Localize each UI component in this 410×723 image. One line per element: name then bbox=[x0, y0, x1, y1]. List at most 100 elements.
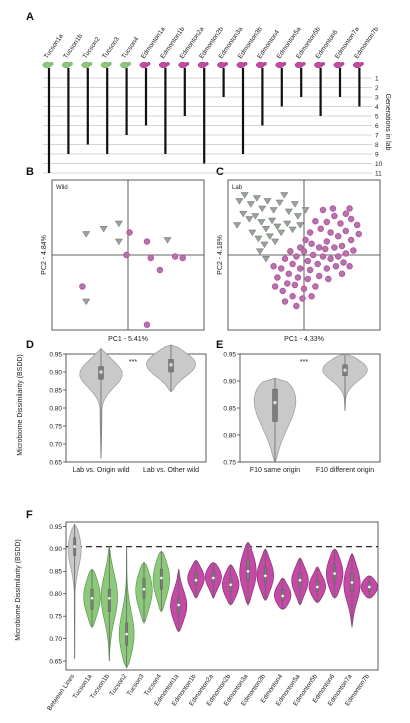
scatter-point-circle bbox=[323, 238, 331, 245]
scatter-point-circle bbox=[331, 212, 338, 220]
scatter-point-triangle bbox=[261, 255, 271, 263]
scatter-point-triangle bbox=[248, 229, 257, 237]
scatter-point-circle bbox=[347, 215, 355, 223]
scatter-point-circle bbox=[284, 280, 291, 287]
panel-f-violins: 0.65 0.70 0.75 0.80 0.85 0.90 0.95 Between Line… bbox=[46, 521, 379, 713]
scatter-point-triangle bbox=[296, 222, 305, 229]
scatter-point-triangle bbox=[82, 298, 91, 306]
y-tick-label: 0.95 bbox=[223, 351, 236, 358]
panel-c-xlabel: PC1 - 4.33% bbox=[284, 336, 324, 343]
scatter-point-triangle bbox=[280, 192, 289, 199]
generation-tick-label: 5 bbox=[375, 113, 379, 120]
scatter-point-circle bbox=[334, 232, 342, 240]
fly-icon bbox=[204, 61, 209, 66]
scatter-point-circle bbox=[338, 242, 346, 250]
scatter-point-circle bbox=[293, 253, 300, 260]
scatter-point-triangle bbox=[233, 222, 242, 229]
fly-icon bbox=[282, 61, 287, 66]
scatter-point-circle bbox=[342, 227, 350, 235]
y-tick-label: 0.85 bbox=[49, 569, 62, 576]
scatter-point-triangle bbox=[239, 210, 248, 218]
scatter-point-circle bbox=[325, 275, 332, 283]
fly-icon bbox=[301, 61, 306, 66]
y-tick-label: 0.65 bbox=[49, 459, 62, 466]
scatter-point-triangle bbox=[288, 226, 297, 234]
scatter-point-triangle bbox=[301, 207, 310, 214]
fly-icon bbox=[243, 61, 248, 66]
y-tick-label: 0.70 bbox=[49, 441, 62, 448]
scatter-point-circle bbox=[355, 230, 362, 238]
scatter-point-circle bbox=[332, 263, 340, 270]
violin-median bbox=[298, 578, 302, 583]
y-tick-label: 0.90 bbox=[49, 546, 62, 553]
y-tick-label: 0.90 bbox=[49, 369, 62, 376]
panel-d-violins: 0.65 0.70 0.75 0.80 0.85 0.90 0.95 Lab vs. Orig… bbox=[49, 344, 207, 474]
scatter-point-circle bbox=[126, 229, 133, 236]
scatter-point-circle bbox=[300, 285, 308, 293]
scatter-point-triangle bbox=[261, 225, 271, 233]
violin-median bbox=[211, 576, 216, 580]
violin-median bbox=[342, 368, 348, 373]
scatter-point-circle bbox=[281, 255, 289, 262]
generation-tick-label: 2 bbox=[375, 85, 379, 92]
scatter-point-circle bbox=[143, 321, 151, 329]
scatter-point-circle bbox=[306, 266, 314, 274]
scatter-point-triangle bbox=[254, 235, 263, 243]
line-name-label: Tucson3 bbox=[101, 36, 121, 61]
panel-c-scatter bbox=[228, 180, 380, 330]
scatter-point-circle bbox=[309, 251, 317, 259]
generation-tick-label: 11 bbox=[375, 170, 382, 177]
category-label: Between Lines bbox=[46, 673, 77, 713]
scatter-point-circle bbox=[329, 205, 337, 212]
scatter-point-circle bbox=[123, 251, 130, 259]
scatter-point-circle bbox=[299, 295, 306, 302]
y-tick-label: 0.95 bbox=[49, 351, 62, 358]
y-tick-label: 0.75 bbox=[49, 423, 62, 430]
scatter-point-circle bbox=[322, 245, 329, 253]
y-tick-label: 0.85 bbox=[223, 405, 236, 412]
scatter-point-circle bbox=[156, 266, 164, 274]
scatter-point-circle bbox=[319, 206, 327, 214]
fly-icon bbox=[224, 61, 229, 66]
scatter-point-circle bbox=[347, 236, 355, 244]
scatter-point-triangle bbox=[251, 213, 260, 220]
scatter-point-triangle bbox=[283, 220, 292, 228]
scatter-point-circle bbox=[315, 272, 323, 280]
generation-tick-label: 9 bbox=[375, 151, 379, 158]
panel-c-ylabel: PC2 - 4.18% bbox=[217, 235, 224, 275]
fly-icon bbox=[127, 61, 132, 66]
scatter-point-circle bbox=[340, 259, 347, 266]
panel-f-ylabel: Microbiome Dissimilarity (BSDD) bbox=[15, 539, 22, 641]
panel-b-scatter bbox=[52, 180, 204, 330]
panel-d-significance: *** bbox=[129, 359, 137, 366]
y-tick-label: 0.65 bbox=[49, 658, 62, 665]
fly-icon bbox=[107, 61, 112, 66]
scatter-point-circle bbox=[317, 225, 324, 232]
y-tick-label: 0.75 bbox=[49, 613, 62, 620]
scatter-point-circle bbox=[304, 275, 312, 283]
scatter-point-circle bbox=[346, 263, 353, 270]
panel-label-a: A bbox=[26, 11, 34, 23]
scatter-point-triangle bbox=[271, 238, 280, 246]
scatter-point-triangle bbox=[114, 220, 123, 228]
fly-icon bbox=[166, 61, 170, 66]
scatter-point-circle bbox=[350, 247, 357, 254]
scatter-point-circle bbox=[334, 253, 342, 260]
fly-icon bbox=[185, 61, 190, 66]
scatter-point-circle bbox=[294, 274, 302, 281]
scatter-point-triangle bbox=[290, 201, 299, 208]
generation-tick-label: 3 bbox=[375, 94, 379, 101]
scatter-point-circle bbox=[79, 283, 86, 290]
scatter-point-triangle bbox=[255, 248, 264, 255]
scatter-point-circle bbox=[289, 293, 296, 300]
scatter-point-circle bbox=[279, 287, 286, 295]
generation-tick-label: 8 bbox=[375, 142, 379, 149]
fly-icon bbox=[146, 61, 151, 66]
scatter-point-circle bbox=[353, 221, 361, 229]
y-tick-label: 0.75 bbox=[223, 459, 236, 466]
scatter-point-circle bbox=[143, 238, 151, 245]
scatter-point-circle bbox=[300, 247, 308, 255]
y-tick-label: 0.95 bbox=[49, 524, 62, 531]
